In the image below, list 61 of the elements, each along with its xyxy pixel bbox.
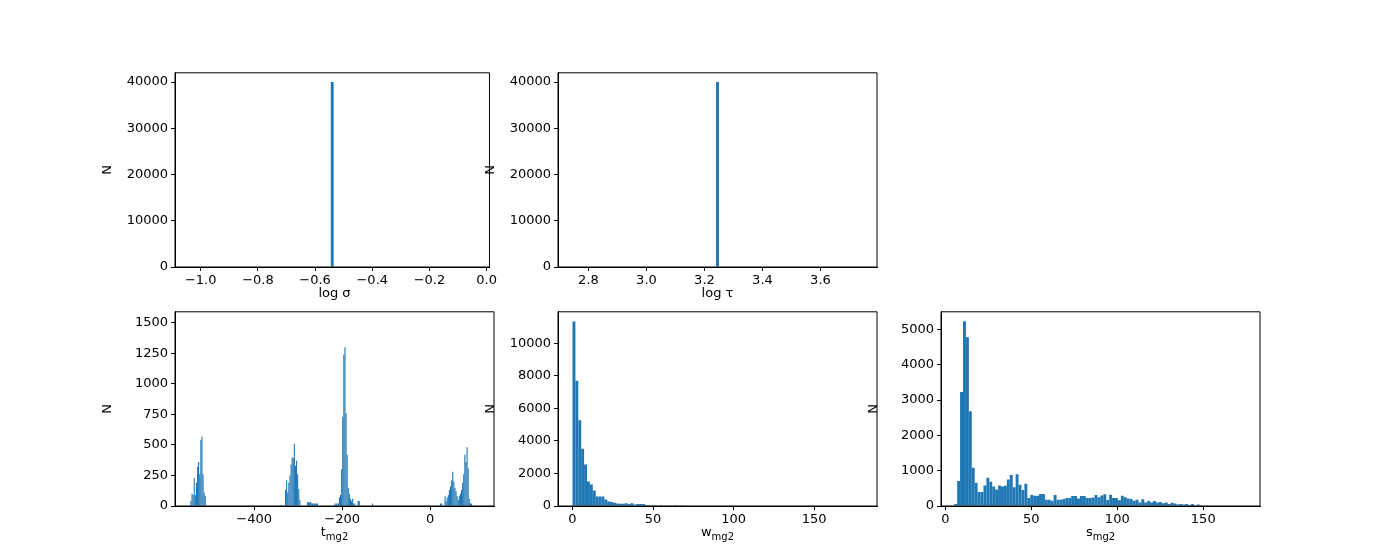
y-axis-title: N xyxy=(482,165,498,175)
y-tick-label: 8000 xyxy=(517,367,551,383)
x-tick-label: 50 xyxy=(644,511,662,527)
y-tick-label: 0 xyxy=(925,497,934,513)
x-axis-title: log τ xyxy=(701,285,734,300)
x-tick-label: 2.8 xyxy=(578,272,599,288)
y-axis-title: N xyxy=(865,404,881,414)
y-tick-label: 2000 xyxy=(517,464,551,480)
y-tick-label: 30000 xyxy=(509,119,551,135)
y-tick-label: 4000 xyxy=(517,432,551,448)
x-tick-label: 3.2 xyxy=(694,272,715,288)
y-tick-label: 1250 xyxy=(134,344,168,360)
x-tick-label: 100 xyxy=(721,511,747,527)
x-tick-label: −0.2 xyxy=(413,272,446,288)
y-tick-label: 0 xyxy=(159,497,168,513)
y-tick-label: 20000 xyxy=(126,165,168,181)
y-tick-label: 0 xyxy=(542,258,551,274)
x-tick-label: −400 xyxy=(236,511,273,527)
x-axis-title: s$_{mg2}$ xyxy=(1085,524,1116,542)
x-tick-label: 3.0 xyxy=(636,272,657,288)
y-tick-label: 1500 xyxy=(134,314,168,330)
x-tick-label: 50 xyxy=(1023,511,1040,527)
y-tick-label: 500 xyxy=(143,436,168,452)
x-tick-label: 0 xyxy=(426,511,435,527)
x-axis-title: log σ xyxy=(318,285,351,300)
y-tick-label: 6000 xyxy=(517,399,551,415)
x-tick-label: 0 xyxy=(568,511,577,527)
y-tick-label: 20000 xyxy=(509,165,551,181)
y-tick-label: 30000 xyxy=(126,119,168,135)
x-tick-label: −0.6 xyxy=(299,272,331,288)
y-axis-title: N xyxy=(99,165,115,175)
x-axis-title: t$_{mg2}$ xyxy=(320,524,349,542)
y-tick-label: 5000 xyxy=(900,320,934,336)
x-tick-label: 3.6 xyxy=(810,272,831,288)
x-tick-label: −1.0 xyxy=(184,272,217,288)
y-tick-label: 0 xyxy=(159,258,168,274)
y-tick-label: 1000 xyxy=(900,462,934,478)
y-tick-label: 2000 xyxy=(900,426,934,442)
x-tick-label: −0.4 xyxy=(356,272,389,288)
x-tick-label: −0.8 xyxy=(242,272,274,288)
y-tick-label: 3000 xyxy=(900,391,934,407)
y-tick-label: 250 xyxy=(143,466,168,482)
y-tick-label: 40000 xyxy=(509,73,551,89)
y-tick-label: 10000 xyxy=(509,212,551,228)
y-tick-label: 10000 xyxy=(126,212,168,228)
y-tick-label: 4000 xyxy=(900,356,934,372)
x-tick-label: 0.0 xyxy=(476,272,497,288)
x-tick-label: 150 xyxy=(1190,511,1216,527)
x-tick-label: 0 xyxy=(941,511,950,527)
x-tick-label: 150 xyxy=(801,511,827,527)
y-tick-label: 1000 xyxy=(134,375,168,391)
y-tick-label: 750 xyxy=(143,405,168,421)
y-axis-title: N xyxy=(482,404,498,414)
x-tick-label: 3.4 xyxy=(752,272,773,288)
x-tick-label: −200 xyxy=(324,511,361,527)
y-axis-title: N xyxy=(99,404,115,414)
x-tick-label: 100 xyxy=(1104,511,1130,527)
x-axis-title: w$_{mg2}$ xyxy=(700,524,735,542)
y-tick-label: 0 xyxy=(542,497,551,513)
y-tick-label: 10000 xyxy=(509,334,551,350)
y-tick-label: 40000 xyxy=(126,73,168,89)
